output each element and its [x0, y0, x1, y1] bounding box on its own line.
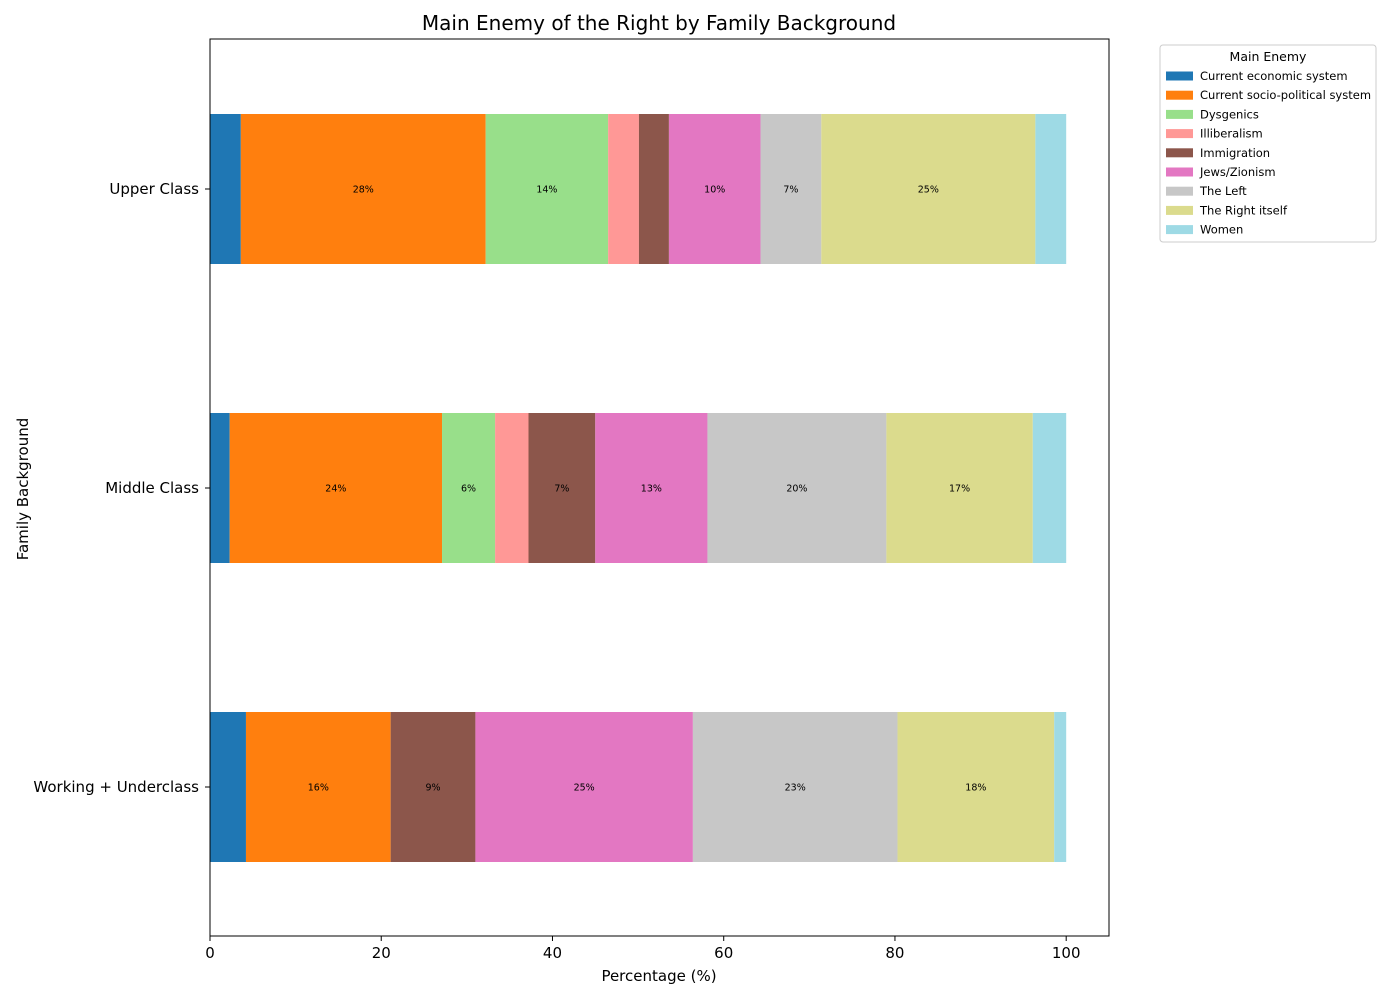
bar-segment — [240, 114, 486, 264]
bar-segment — [442, 413, 496, 563]
chart-title: Main Enemy of the Right by Family Backgr… — [422, 11, 896, 35]
legend-title: Main Enemy — [1230, 49, 1308, 64]
bar-segment — [692, 712, 898, 862]
y-tick-label: Upper Class — [109, 180, 199, 198]
x-tick-label: 60 — [714, 944, 733, 962]
y-tick-label: Middle Class — [105, 479, 199, 497]
bar-segment — [485, 114, 609, 264]
x-tick-label: 40 — [543, 944, 562, 962]
legend-swatch — [1166, 167, 1193, 177]
bar-segment-label: 24% — [325, 484, 346, 495]
legend-swatch — [1166, 109, 1193, 119]
bar-segment — [760, 114, 822, 264]
bar-segment-label: 6% — [461, 484, 476, 495]
legend-label: Dysgenics — [1200, 107, 1259, 121]
legend-frame — [1159, 44, 1377, 243]
bar-segment — [390, 712, 476, 862]
bar-segment-label: 17% — [949, 484, 970, 495]
x-tick-label: 20 — [372, 944, 391, 962]
legend-swatch — [1166, 225, 1193, 235]
bar-segment — [528, 413, 596, 563]
legend-label: The Right itself — [1199, 203, 1288, 217]
legend-label: Current economic system — [1200, 69, 1348, 83]
x-tick-label: 100 — [1052, 944, 1081, 962]
legend-items: Current economic system Current socio-pol… — [1166, 69, 1371, 237]
bar-segment-label: 16% — [308, 783, 329, 794]
bar-segment-label: 23% — [785, 783, 806, 794]
segment-labels-group: 28% 14% 10% 7% 25% 24% 6% 7% 13% 20% 17% 16% 9% 25% 23… — [308, 185, 987, 794]
y-axis-ticks: Upper Class Middle Class Working + Undercl… — [33, 180, 210, 796]
bar-segment-label: 18% — [965, 783, 986, 794]
legend-swatch — [1166, 129, 1193, 139]
bar-segment — [210, 413, 230, 563]
legend-label: Jews/Zionism — [1199, 165, 1276, 179]
legend-swatch — [1166, 71, 1193, 81]
legend-swatch — [1166, 90, 1193, 100]
x-axis-label: Percentage (%) — [601, 967, 716, 985]
legend-label: The Left — [1199, 184, 1247, 198]
legend-label: Current socio-political system — [1200, 88, 1371, 102]
bar-segment-label: 25% — [918, 185, 939, 196]
bar-segment — [229, 413, 443, 563]
legend-swatch — [1166, 148, 1193, 158]
y-axis-label: Family Background — [14, 418, 32, 561]
bar-segment — [210, 114, 241, 264]
bar-segment — [1035, 114, 1067, 264]
bar-segment — [495, 413, 529, 563]
bar-segment-label: 28% — [353, 185, 374, 196]
legend: Main Enemy Current economic systemCurren… — [1159, 44, 1377, 243]
bar-segment — [897, 712, 1055, 862]
bar-segment — [1054, 712, 1067, 862]
bar-segment-label: 13% — [641, 484, 662, 495]
bar-segment-label: 20% — [786, 484, 807, 495]
y-tick-label: Working + Underclass — [33, 778, 199, 796]
bar-segment-label: 7% — [783, 185, 798, 196]
legend-swatch — [1166, 186, 1193, 196]
bar-segment — [1032, 413, 1067, 563]
x-tick-label: 0 — [205, 944, 215, 962]
bar-segment-label: 25% — [574, 783, 595, 794]
bar-segment — [668, 114, 761, 264]
bar-segment — [638, 114, 669, 264]
bar-segment — [707, 413, 887, 563]
legend-swatch — [1166, 205, 1193, 215]
bar-segment — [210, 712, 246, 862]
legend-label: Illiberalism — [1200, 127, 1263, 141]
bar-segment-label: 7% — [554, 484, 569, 495]
x-tick-label: 80 — [885, 944, 904, 962]
bar-segment-label: 14% — [536, 185, 557, 196]
bar-segment — [821, 114, 1036, 264]
bar-segment — [608, 114, 639, 264]
bar-segment-label: 10% — [704, 185, 725, 196]
legend-label: Immigration — [1200, 146, 1270, 160]
bars-group — [210, 114, 1067, 862]
bar-segment-label: 9% — [426, 783, 441, 794]
bar-segment — [886, 413, 1033, 563]
bar-segment — [475, 712, 693, 862]
bar-segment — [595, 413, 708, 563]
legend-label: Women — [1200, 223, 1243, 237]
bar-segment — [245, 712, 391, 862]
x-axis-ticks: 0 20 40 60 80 100 — [205, 936, 1081, 962]
